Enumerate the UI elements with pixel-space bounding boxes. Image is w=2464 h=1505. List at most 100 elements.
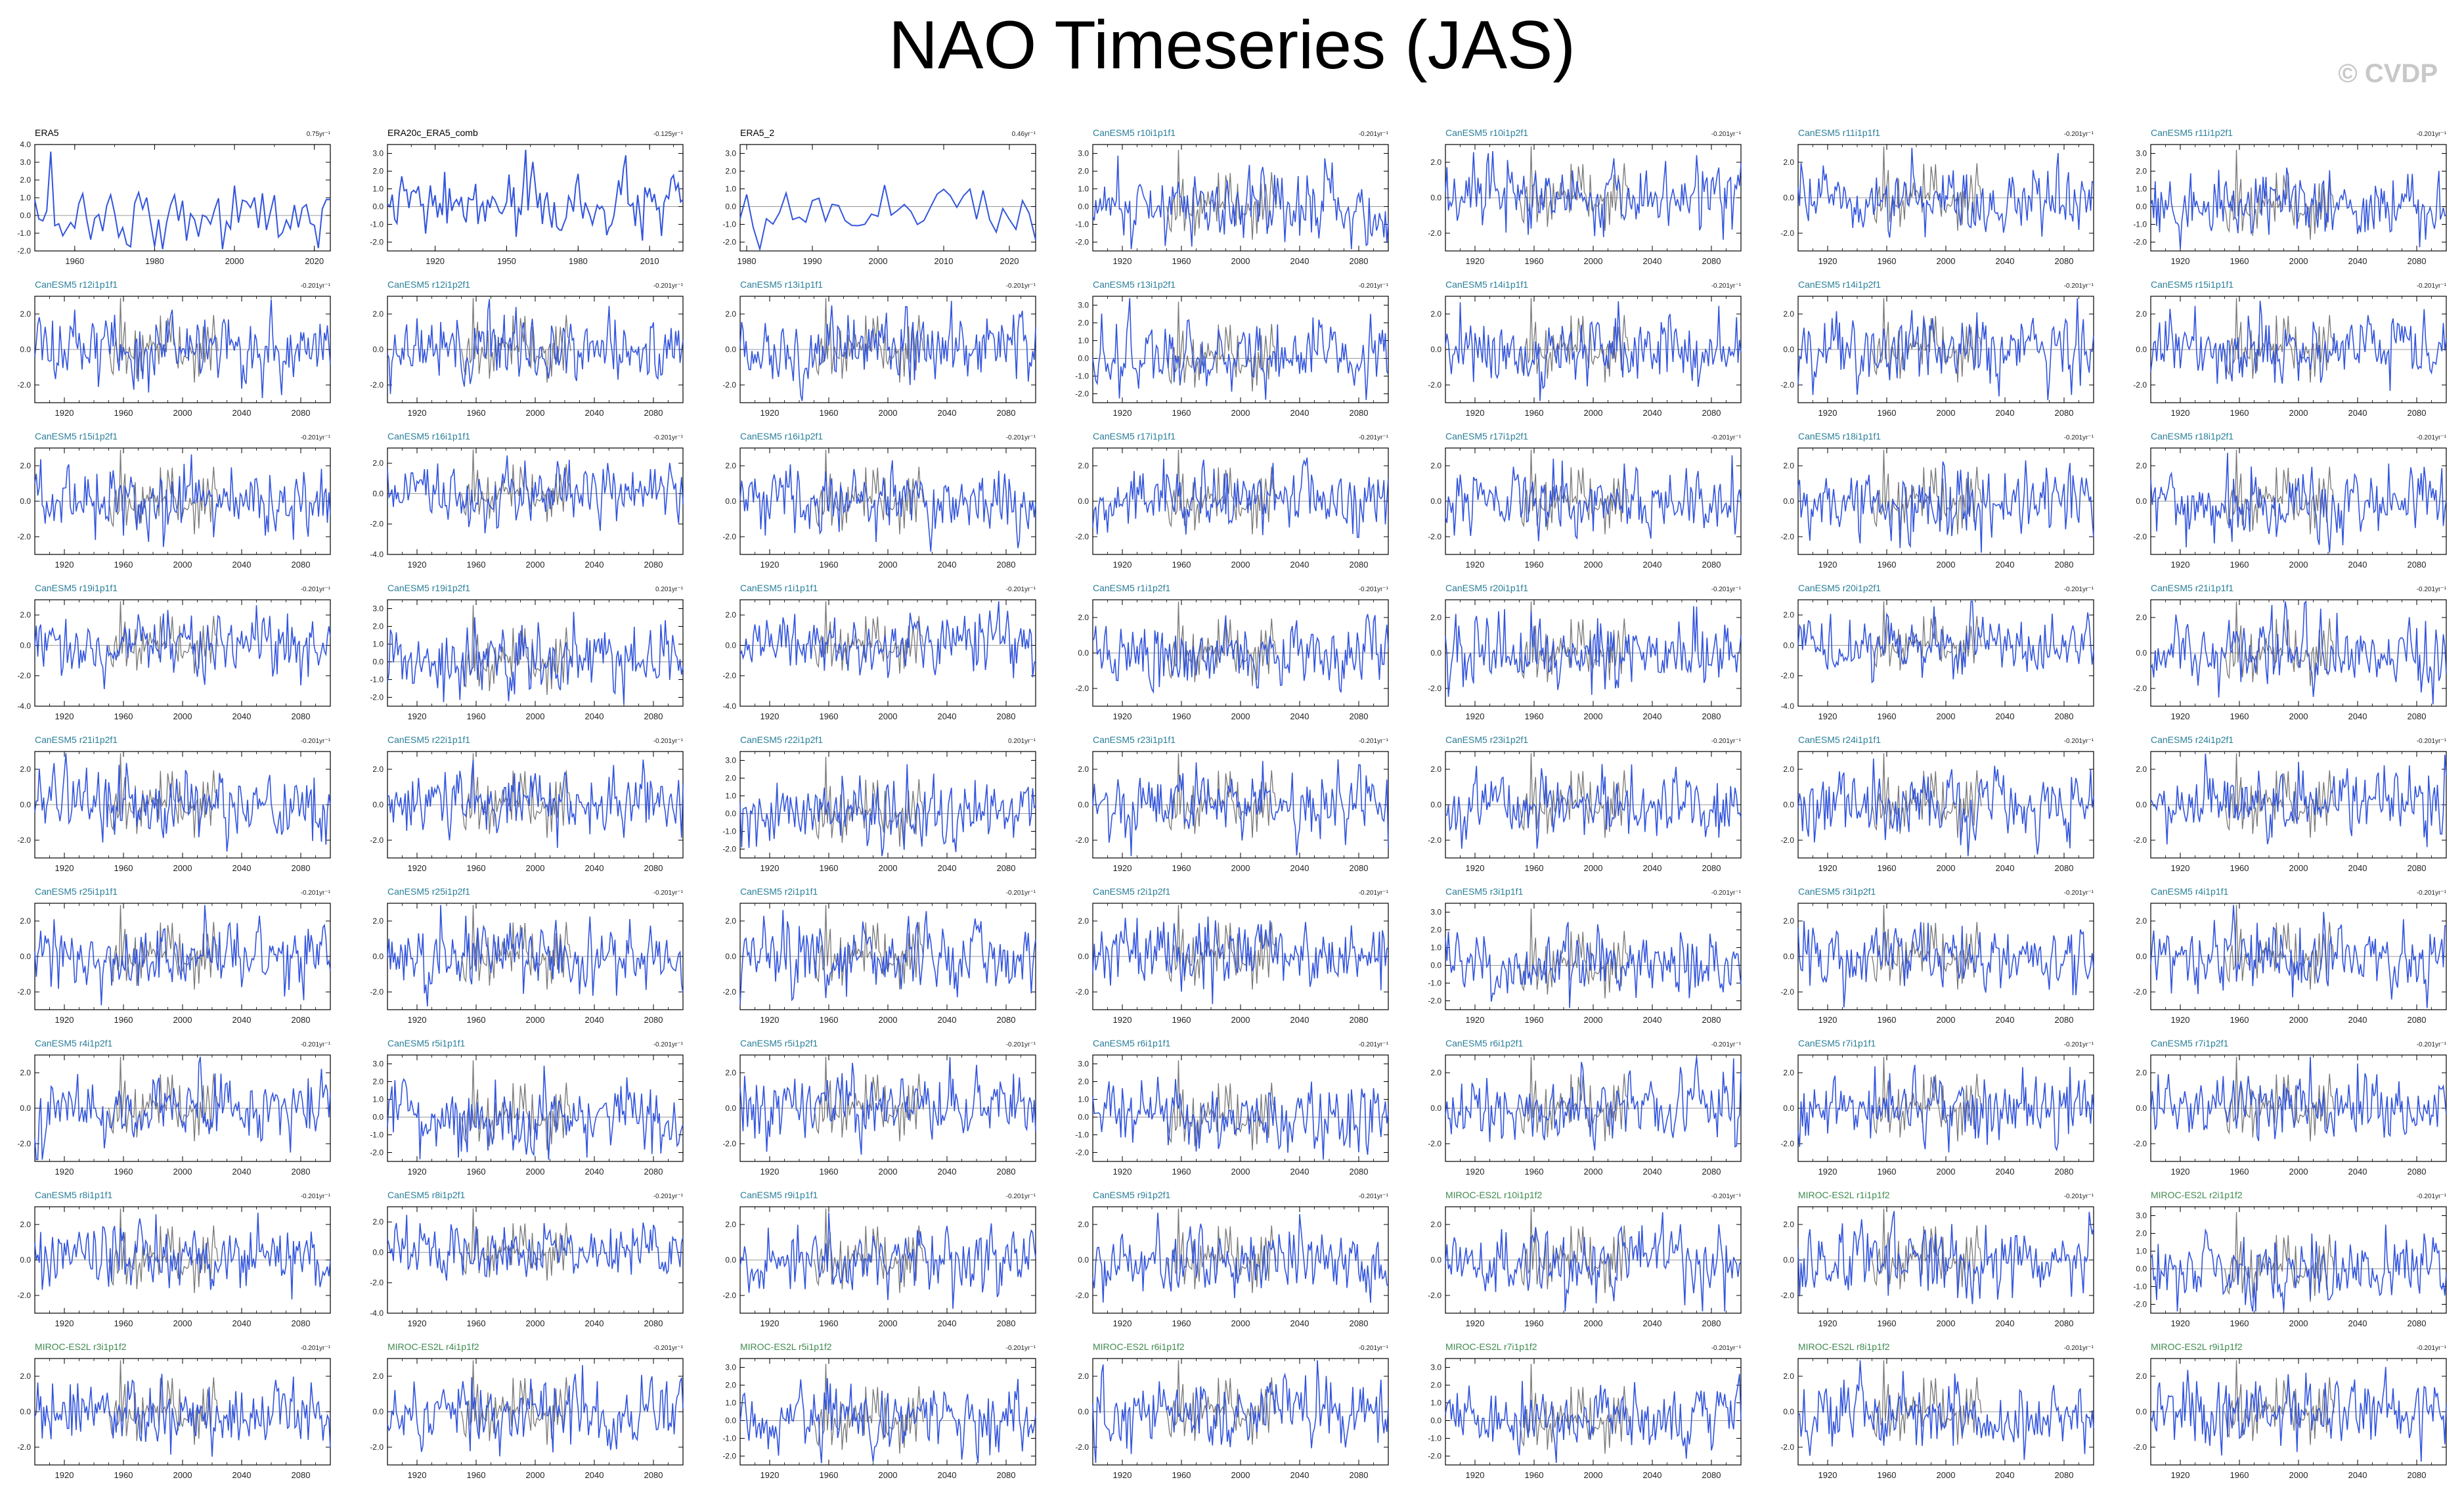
y-tick-label: -2.0 bbox=[17, 836, 31, 845]
x-tick-label: 2000 bbox=[879, 1470, 898, 1480]
y-tick-label: 3.0 bbox=[1078, 1060, 1089, 1069]
nao-series-line bbox=[1092, 298, 1389, 400]
y-tick-label: 0.0 bbox=[1078, 1407, 1089, 1416]
x-tick-label: 2080 bbox=[1350, 1470, 1369, 1480]
x-tick-label: 1960 bbox=[2230, 1470, 2249, 1480]
x-tick-label: 1920 bbox=[1466, 1318, 1485, 1328]
x-tick-label: 2040 bbox=[232, 408, 252, 418]
nao-series-line bbox=[1797, 1360, 2094, 1460]
y-tick-label: -2.0 bbox=[2133, 987, 2147, 997]
x-tick-label: 1920 bbox=[1113, 1015, 1132, 1025]
nao-series-line bbox=[1092, 1213, 1389, 1303]
panel-11: CanESM5 r14i1p1f1 -0.201yr⁻¹ -2.0 0.0 2.0 192… bbox=[1428, 279, 1742, 418]
y-tick-label: -2.0 bbox=[17, 671, 31, 681]
panel-label: CanESM5 r14i1p1f1 bbox=[1445, 279, 1528, 290]
y-tick-label: -2.0 bbox=[17, 987, 31, 997]
x-tick-label: 2000 bbox=[879, 863, 898, 873]
x-tick-label: 1960 bbox=[114, 1015, 133, 1025]
obs-overlay-line bbox=[1518, 753, 1629, 838]
trend-label: 0.201yr⁻¹ bbox=[1008, 738, 1036, 745]
nao-series-line bbox=[1092, 1360, 1389, 1463]
y-tick-label: 2.0 bbox=[1078, 1077, 1089, 1087]
x-tick-label: 2080 bbox=[1702, 1167, 1721, 1177]
x-tick-label: 1920 bbox=[408, 560, 427, 570]
panel-49: CanESM5 r8i1p1f1 -0.201yr⁻¹ -2.0 0.0 2.0 1920… bbox=[17, 1190, 331, 1328]
x-tick-label: 2000 bbox=[1231, 1167, 1250, 1177]
x-tick-label: 2040 bbox=[1290, 256, 1309, 266]
y-tick-label: 3.0 bbox=[372, 1060, 384, 1069]
y-tick-label: -1.0 bbox=[1428, 979, 1441, 988]
nao-series-line bbox=[739, 1212, 1036, 1309]
x-tick-label: 1920 bbox=[1818, 1167, 1837, 1177]
y-tick-label: 2.0 bbox=[1430, 1068, 1441, 1077]
y-tick-label: -1.0 bbox=[722, 1434, 736, 1443]
x-tick-label: 2040 bbox=[938, 711, 957, 721]
y-tick-label: 0.0 bbox=[1078, 1113, 1089, 1122]
nao-series-line bbox=[1445, 301, 1742, 401]
x-tick-label: 2040 bbox=[1290, 560, 1309, 570]
x-tick-label: 2000 bbox=[1231, 863, 1250, 873]
obs-overlay-line bbox=[813, 1056, 924, 1142]
trend-label: -0.201yr⁻¹ bbox=[2417, 889, 2447, 897]
panel-label: CanESM5 r22i1p1f1 bbox=[387, 734, 470, 745]
obs-overlay-line bbox=[1166, 1060, 1277, 1150]
y-tick-label: 2.0 bbox=[2136, 765, 2147, 774]
y-tick-label: 1.0 bbox=[1078, 336, 1089, 346]
trend-label: -0.201yr⁻¹ bbox=[2417, 282, 2447, 290]
trend-label: -0.201yr⁻¹ bbox=[1006, 889, 1036, 897]
y-tick-label: -2.0 bbox=[1075, 532, 1089, 541]
y-tick-label: 3.0 bbox=[725, 756, 736, 765]
y-tick-label: 2.0 bbox=[2136, 167, 2147, 176]
x-tick-label: 2000 bbox=[1937, 1318, 1956, 1328]
y-tick-label: 0.0 bbox=[1430, 193, 1441, 202]
trend-label: -0.201yr⁻¹ bbox=[1711, 434, 1742, 441]
x-tick-label: 2080 bbox=[997, 1167, 1016, 1177]
panel-label: CanESM5 r19i1p1f1 bbox=[35, 583, 118, 593]
panel-label: CanESM5 r17i1p2f1 bbox=[1445, 431, 1528, 441]
obs-overlay-line bbox=[2224, 449, 2335, 535]
x-tick-label: 2000 bbox=[2289, 256, 2308, 266]
trend-label: -0.201yr⁻¹ bbox=[1006, 434, 1036, 441]
y-tick-label: -2.0 bbox=[1780, 1443, 1794, 1452]
x-tick-label: 1920 bbox=[2171, 1015, 2190, 1025]
x-tick-label: 2040 bbox=[1643, 560, 1662, 570]
x-tick-label: 1920 bbox=[1818, 711, 1837, 721]
x-tick-label: 2000 bbox=[1584, 711, 1603, 721]
x-tick-label: 1960 bbox=[1172, 256, 1191, 266]
trend-label: -0.201yr⁻¹ bbox=[653, 434, 684, 441]
panel-60: MIROC-ES2L r7i1p1f2 -0.201yr⁻¹ -2.0 -1.0 0.0… bbox=[1428, 1341, 1742, 1480]
y-tick-label: 0.0 bbox=[372, 489, 384, 498]
x-tick-label: 1960 bbox=[820, 1318, 839, 1328]
x-tick-label: 2080 bbox=[292, 1470, 311, 1480]
y-tick-label: -1.0 bbox=[722, 220, 736, 229]
x-tick-label: 2040 bbox=[1643, 1015, 1662, 1025]
x-tick-label: 2040 bbox=[2348, 1015, 2367, 1025]
nao-series-line bbox=[1445, 764, 1742, 849]
y-tick-label: 0.0 bbox=[1430, 961, 1441, 970]
panel-33: CanESM5 r24i1p1f1 -0.201yr⁻¹ -2.0 0.0 2.0 192… bbox=[1780, 734, 2094, 873]
x-tick-label: 2080 bbox=[1702, 711, 1721, 721]
obs-overlay-line bbox=[813, 449, 924, 535]
trend-label: -0.201yr⁻¹ bbox=[2064, 586, 2094, 593]
x-tick-label: 1960 bbox=[820, 1167, 839, 1177]
x-tick-label: 2040 bbox=[1290, 863, 1309, 873]
x-tick-label: 2080 bbox=[644, 1470, 663, 1480]
panel-56: MIROC-ES2L r3i1p1f2 -0.201yr⁻¹ -2.0 0.0 2.0 1… bbox=[17, 1341, 331, 1480]
panel-38: CanESM5 r2i1p2f1 -0.201yr⁻¹ -2.0 0.0 2.0 1920… bbox=[1075, 886, 1388, 1025]
x-tick-label: 2040 bbox=[938, 560, 957, 570]
x-tick-label: 1980 bbox=[569, 256, 588, 266]
x-tick-label: 1920 bbox=[760, 711, 780, 721]
panel-22: CanESM5 r19i1p2f1 0.201yr⁻¹ -2.0 -1.0 0.0 1.0… bbox=[370, 583, 684, 721]
x-tick-label: 2000 bbox=[1584, 256, 1603, 266]
trend-label: -0.201yr⁻¹ bbox=[2417, 434, 2447, 441]
panel-label: CanESM5 r15i1p1f1 bbox=[2151, 279, 2233, 290]
panel-label: CanESM5 r4i1p2f1 bbox=[35, 1038, 113, 1048]
y-tick-label: 2.0 bbox=[2136, 1068, 2147, 1077]
x-tick-label: 1990 bbox=[803, 256, 822, 266]
x-tick-label: 2040 bbox=[1290, 408, 1309, 418]
y-tick-label: -1.0 bbox=[722, 827, 736, 836]
x-tick-label: 1960 bbox=[2230, 1318, 2249, 1328]
nao-series-line bbox=[387, 1066, 684, 1160]
y-tick-label: 2.0 bbox=[20, 1220, 31, 1229]
y-tick-label: 1.0 bbox=[725, 1399, 736, 1408]
